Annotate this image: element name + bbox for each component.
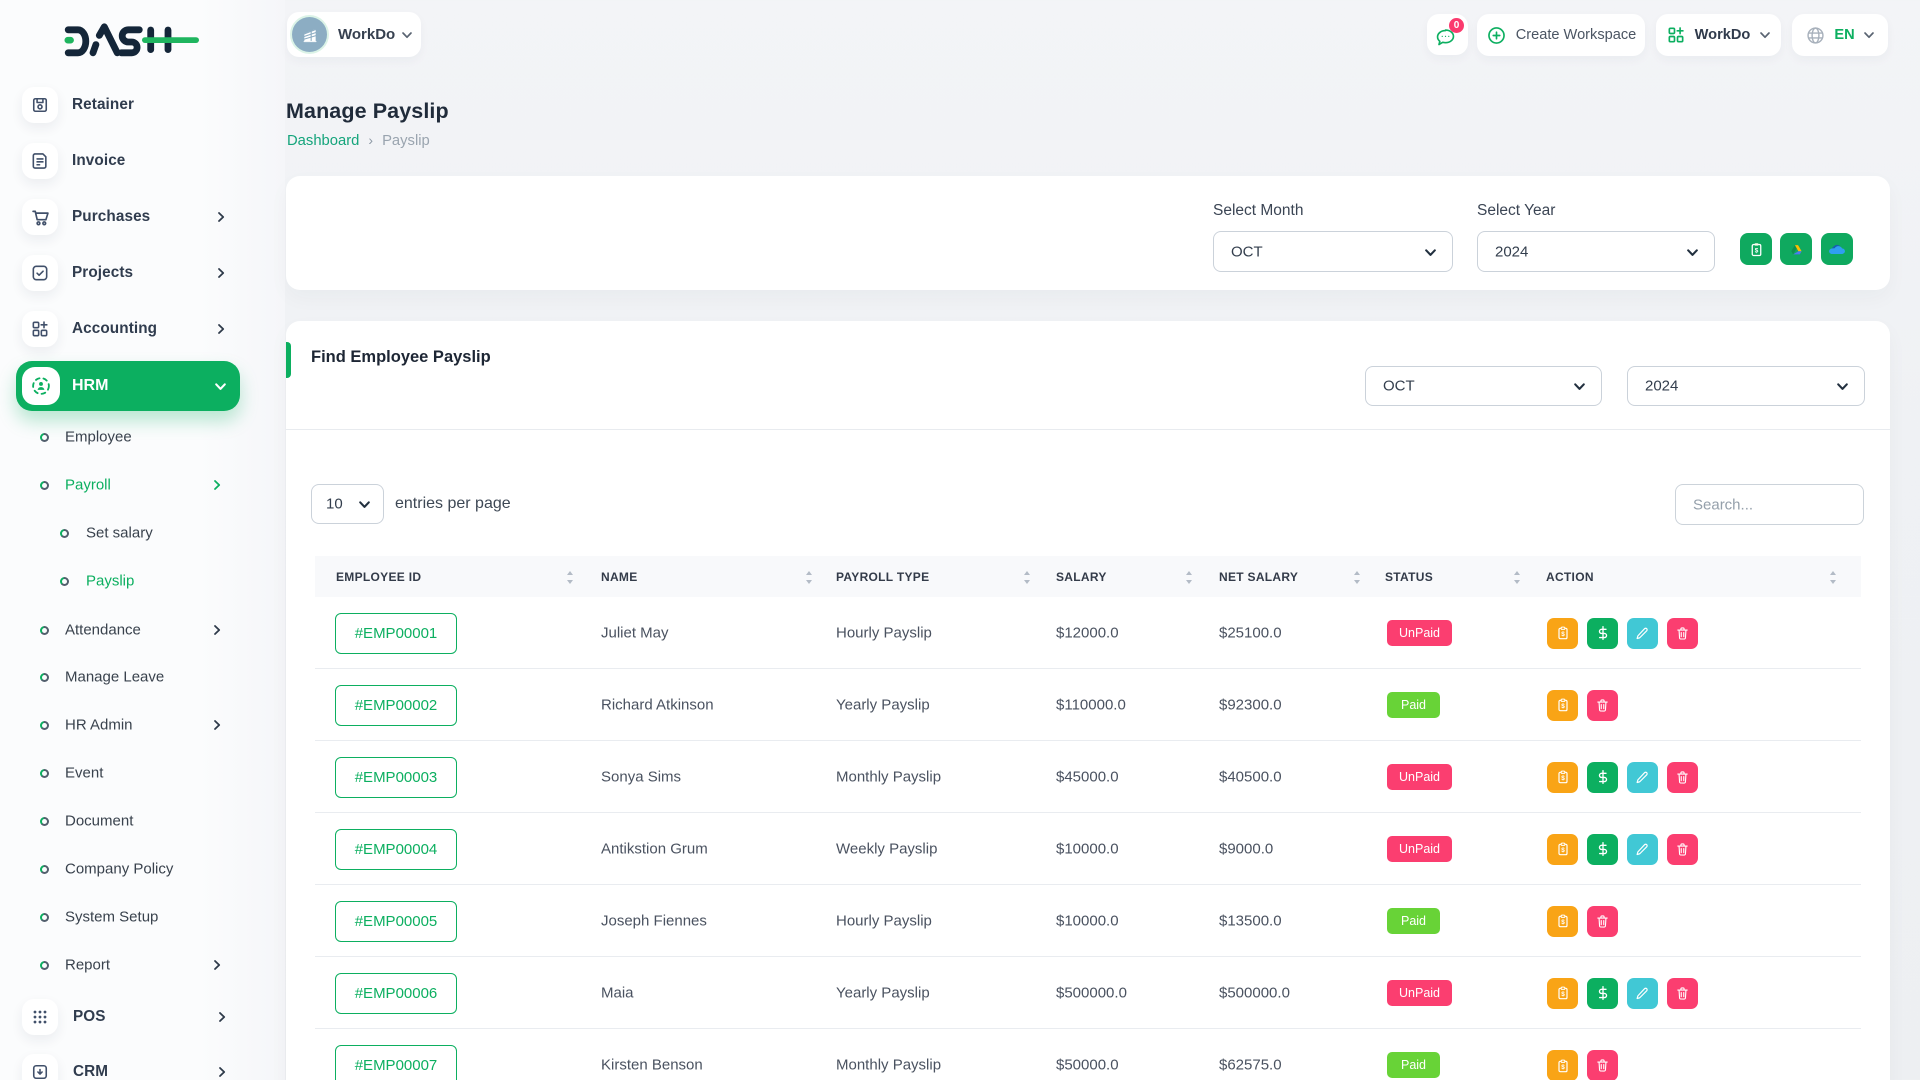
svg-text:$: $ xyxy=(1561,1064,1565,1071)
svg-text:$: $ xyxy=(1754,247,1758,254)
svg-text:$: $ xyxy=(1561,775,1565,782)
svg-text:$: $ xyxy=(1561,991,1565,998)
svg-text:$: $ xyxy=(1561,631,1565,638)
svg-text:$: $ xyxy=(1561,919,1565,926)
svg-text:$: $ xyxy=(1561,847,1565,854)
svg-text:$: $ xyxy=(1561,703,1565,710)
